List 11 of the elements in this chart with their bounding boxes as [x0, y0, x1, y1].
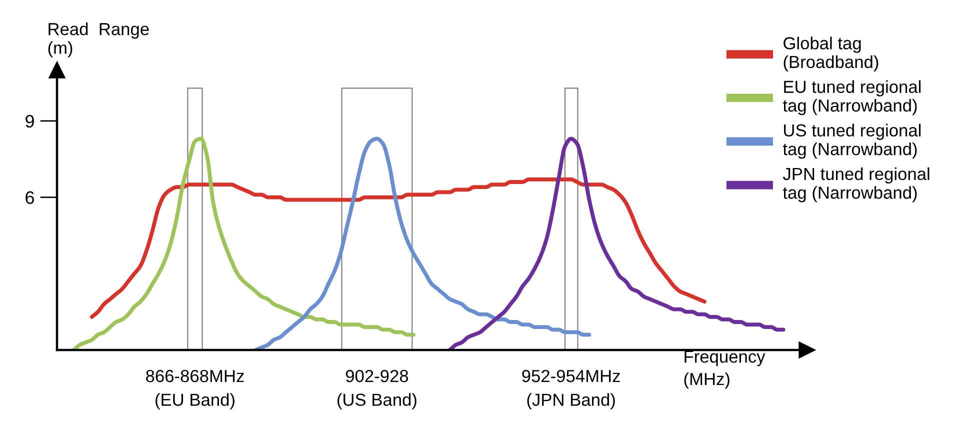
- y-tick-label: 6: [26, 191, 34, 204]
- y-axis-title: Read Range (m): [48, 22, 149, 58]
- x-tick-label: 866-868MHz (EU Band): [146, 370, 244, 410]
- y-tick-label: 9: [26, 114, 34, 128]
- x-axis-title: Frequency (MHz): [684, 350, 766, 389]
- legend-label: JPN tuned regional tag (Narrowband): [782, 167, 930, 202]
- x-tick-label: 952-954MHz (JPN Band): [522, 370, 620, 410]
- x-tick-label: 902-928 (US Band): [338, 370, 416, 410]
- legend-label: EU tuned regional tag (Narrowband): [782, 80, 921, 116]
- legend-label: US tuned regional tag (Narrowband): [782, 124, 921, 159]
- legend-label: Global tag (Broadband): [784, 36, 878, 72]
